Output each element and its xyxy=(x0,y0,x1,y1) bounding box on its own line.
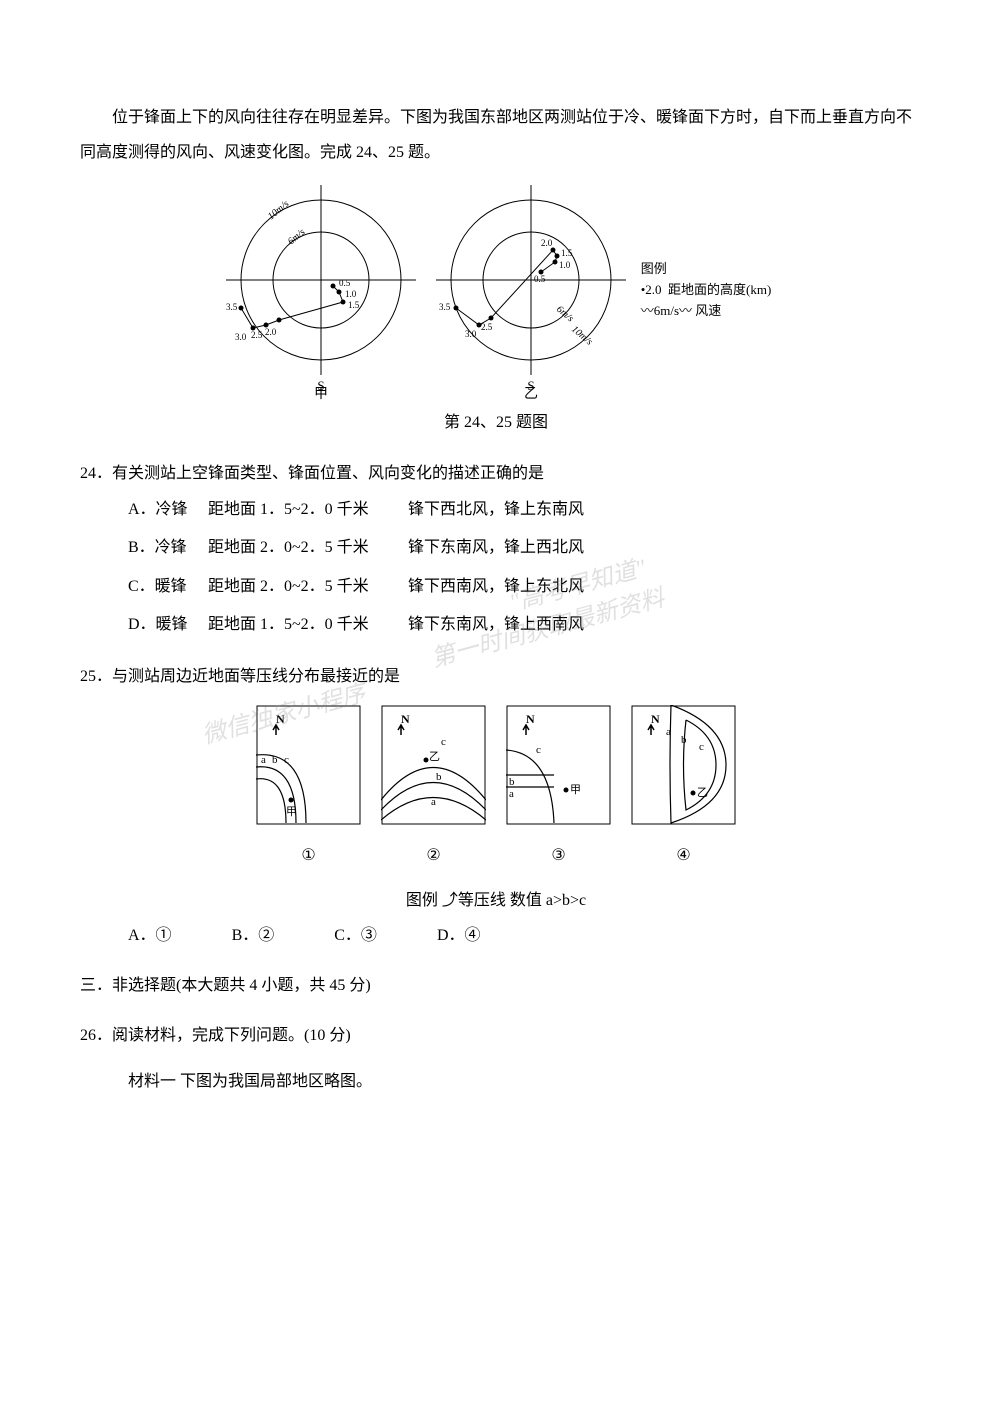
wind-diagram-yi: N S E W 10m/s 6m/s 0.5 1.0 1.5 2.0 2.5 3… xyxy=(431,180,631,400)
svg-text:6m/s: 6m/s xyxy=(286,227,308,248)
svg-text:1.0: 1.0 xyxy=(559,260,571,270)
figure-24-25-caption: 第 24、25 题图 xyxy=(80,405,912,440)
svg-text:10m/s: 10m/s xyxy=(569,324,594,348)
isobar-panel-3: N c b a 甲 xyxy=(506,705,611,825)
svg-text:N: N xyxy=(401,712,410,726)
svg-text:W: W xyxy=(221,273,222,288)
question-26: 26．阅读材料，完成下列问题。(10 分) 材料一 下图为我国局部地区略图。 xyxy=(80,1018,912,1098)
svg-text:N: N xyxy=(316,180,326,183)
svg-text:0.5: 0.5 xyxy=(339,278,351,288)
section-3-heading: 三．非选择题(本大题共 4 小题，共 45 分) xyxy=(80,968,912,1003)
figure-24-25: N S E W 10m/s 6m/s 0.5 1.0 1.5 2.0 2.5 3… xyxy=(80,180,912,440)
q24-option-a: A．冷锋 距地面 1．5~2．0 千米 锋下西北风，锋上东南风 xyxy=(128,491,912,529)
svg-text:a: a xyxy=(666,726,671,738)
svg-text:b: b xyxy=(436,771,442,783)
svg-text:2.0: 2.0 xyxy=(265,327,277,337)
wind-diagram-legend: 图例 •2.0 距地面的高度(km) 〰6m/s〰 风速 xyxy=(641,259,772,321)
svg-text:b: b xyxy=(681,734,687,746)
q25-option-b: B．② xyxy=(232,918,275,953)
isobar-legend: 图例 ⤴等压线 数值 a>b>c xyxy=(80,883,912,918)
svg-text:N: N xyxy=(526,180,536,183)
svg-text:1.5: 1.5 xyxy=(348,300,360,310)
svg-text:N: N xyxy=(526,712,535,726)
svg-text:10m/s: 10m/s xyxy=(266,199,291,223)
q24-stem: 24．有关测站上空锋面类型、锋面位置、风向变化的描述正确的是 xyxy=(80,456,912,491)
svg-text:乙: 乙 xyxy=(697,786,708,799)
svg-text:3.0: 3.0 xyxy=(465,329,477,339)
svg-text:甲: 甲 xyxy=(570,784,581,796)
isobar-diagrams: N a b c 甲 ① N c b xyxy=(80,705,912,873)
svg-text:3.5: 3.5 xyxy=(439,302,451,312)
svg-text:6m/s: 6m/s xyxy=(554,304,576,325)
svg-text:2.0: 2.0 xyxy=(541,238,553,248)
q24-option-d: D．暖锋 距地面 1．5~2．0 千米 锋下东南风，锋上西南风 第一时间获取最新… xyxy=(128,606,912,644)
q25-option-d: D．④ xyxy=(437,918,481,953)
svg-text:乙: 乙 xyxy=(429,750,440,763)
svg-text:2.5: 2.5 xyxy=(251,330,263,340)
q26-stem: 26．阅读材料，完成下列问题。(10 分) xyxy=(80,1018,912,1053)
isobar-panel-4: N a b c 乙 xyxy=(631,705,736,825)
svg-text:a: a xyxy=(509,788,514,800)
q24-option-c: C．暖锋 距地面 2．0~2．5 千米 锋下西南风，锋上东北风 "高考早知道" xyxy=(128,568,912,606)
svg-text:a: a xyxy=(261,754,266,766)
svg-text:2.5: 2.5 xyxy=(481,322,493,332)
q25-stem: 25．与测站周边近地面等压线分布最接近的是 xyxy=(80,659,912,694)
svg-text:c: c xyxy=(699,741,704,753)
svg-text:c: c xyxy=(536,744,541,756)
question-24: 24．有关测站上空锋面类型、锋面位置、风向变化的描述正确的是 A．冷锋 距地面 … xyxy=(80,456,912,645)
q25-option-c: C．③ xyxy=(334,918,377,953)
svg-text:c: c xyxy=(284,754,289,766)
svg-text:3.5: 3.5 xyxy=(226,302,238,312)
svg-text:1.5: 1.5 xyxy=(561,248,573,258)
q26-material-1: 材料一 下图为我国局部地区略图。 xyxy=(80,1064,912,1099)
svg-text:a: a xyxy=(431,796,436,808)
svg-text:0.5: 0.5 xyxy=(534,274,546,284)
svg-text:N: N xyxy=(276,712,285,726)
svg-text:W: W xyxy=(431,273,432,288)
svg-text:c: c xyxy=(441,736,446,748)
svg-text:1.0: 1.0 xyxy=(345,289,357,299)
isobar-panel-1: N a b c 甲 xyxy=(256,705,361,825)
svg-text:乙: 乙 xyxy=(524,386,538,400)
svg-text:3.0: 3.0 xyxy=(235,332,247,342)
svg-text:甲: 甲 xyxy=(314,387,328,400)
svg-text:b: b xyxy=(272,754,278,766)
question-25: 25．与测站周边近地面等压线分布最接近的是 微信独家小程序 N a b c 甲 … xyxy=(80,659,912,953)
isobar-panel-2: N c b a 乙 xyxy=(381,705,486,825)
q25-option-a: A．① xyxy=(128,918,172,953)
wind-diagram-jia: N S E W 10m/s 6m/s 0.5 1.0 1.5 2.0 2.5 3… xyxy=(221,180,421,400)
svg-text:N: N xyxy=(651,712,660,726)
intro-paragraph: 位于锋面上下的风向往往存在明显差异。下图为我国东部地区两测站位于冷、暖锋面下方时… xyxy=(80,100,912,170)
svg-text:b: b xyxy=(509,776,515,788)
svg-text:甲: 甲 xyxy=(286,806,297,818)
q24-option-b: B．冷锋 距地面 2．0~2．5 千米 锋下东南风，锋上西北风 xyxy=(128,529,912,567)
